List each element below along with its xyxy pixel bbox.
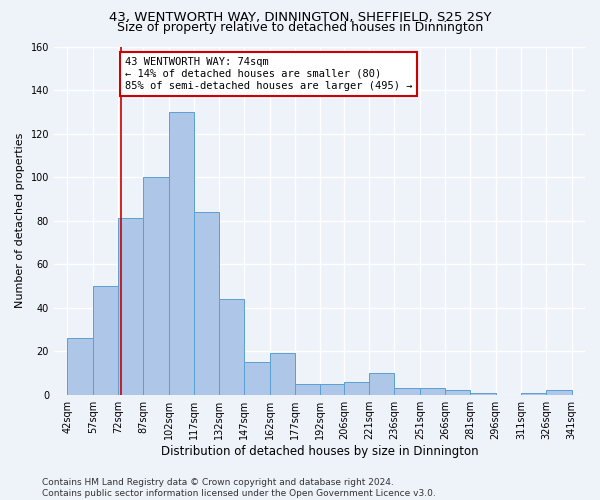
Text: Contains HM Land Registry data © Crown copyright and database right 2024.
Contai: Contains HM Land Registry data © Crown c… (42, 478, 436, 498)
Bar (219, 299, 244, 394)
Bar (369, 373, 394, 394)
Text: 43 WENTWORTH WAY: 74sqm
← 14% of detached houses are smaller (80)
85% of semi-de: 43 WENTWORTH WAY: 74sqm ← 14% of detache… (125, 58, 412, 90)
Bar (521, 392, 546, 394)
Bar (67, 338, 92, 394)
Bar (169, 112, 194, 395)
Bar (344, 382, 369, 394)
Bar (420, 388, 445, 394)
Bar (295, 384, 320, 394)
Bar (320, 384, 346, 394)
Bar (244, 362, 270, 394)
Bar (143, 177, 169, 394)
Bar (445, 390, 470, 394)
Bar (394, 388, 420, 394)
Bar (194, 212, 219, 394)
Bar (92, 286, 118, 395)
Text: Size of property relative to detached houses in Dinnington: Size of property relative to detached ho… (117, 22, 483, 35)
Text: 43, WENTWORTH WAY, DINNINGTON, SHEFFIELD, S25 2SY: 43, WENTWORTH WAY, DINNINGTON, SHEFFIELD… (109, 11, 491, 24)
Bar (270, 354, 295, 395)
X-axis label: Distribution of detached houses by size in Dinnington: Distribution of detached houses by size … (161, 444, 478, 458)
Y-axis label: Number of detached properties: Number of detached properties (15, 133, 25, 308)
Bar (546, 390, 572, 394)
Bar (118, 218, 143, 394)
Bar (470, 392, 496, 394)
